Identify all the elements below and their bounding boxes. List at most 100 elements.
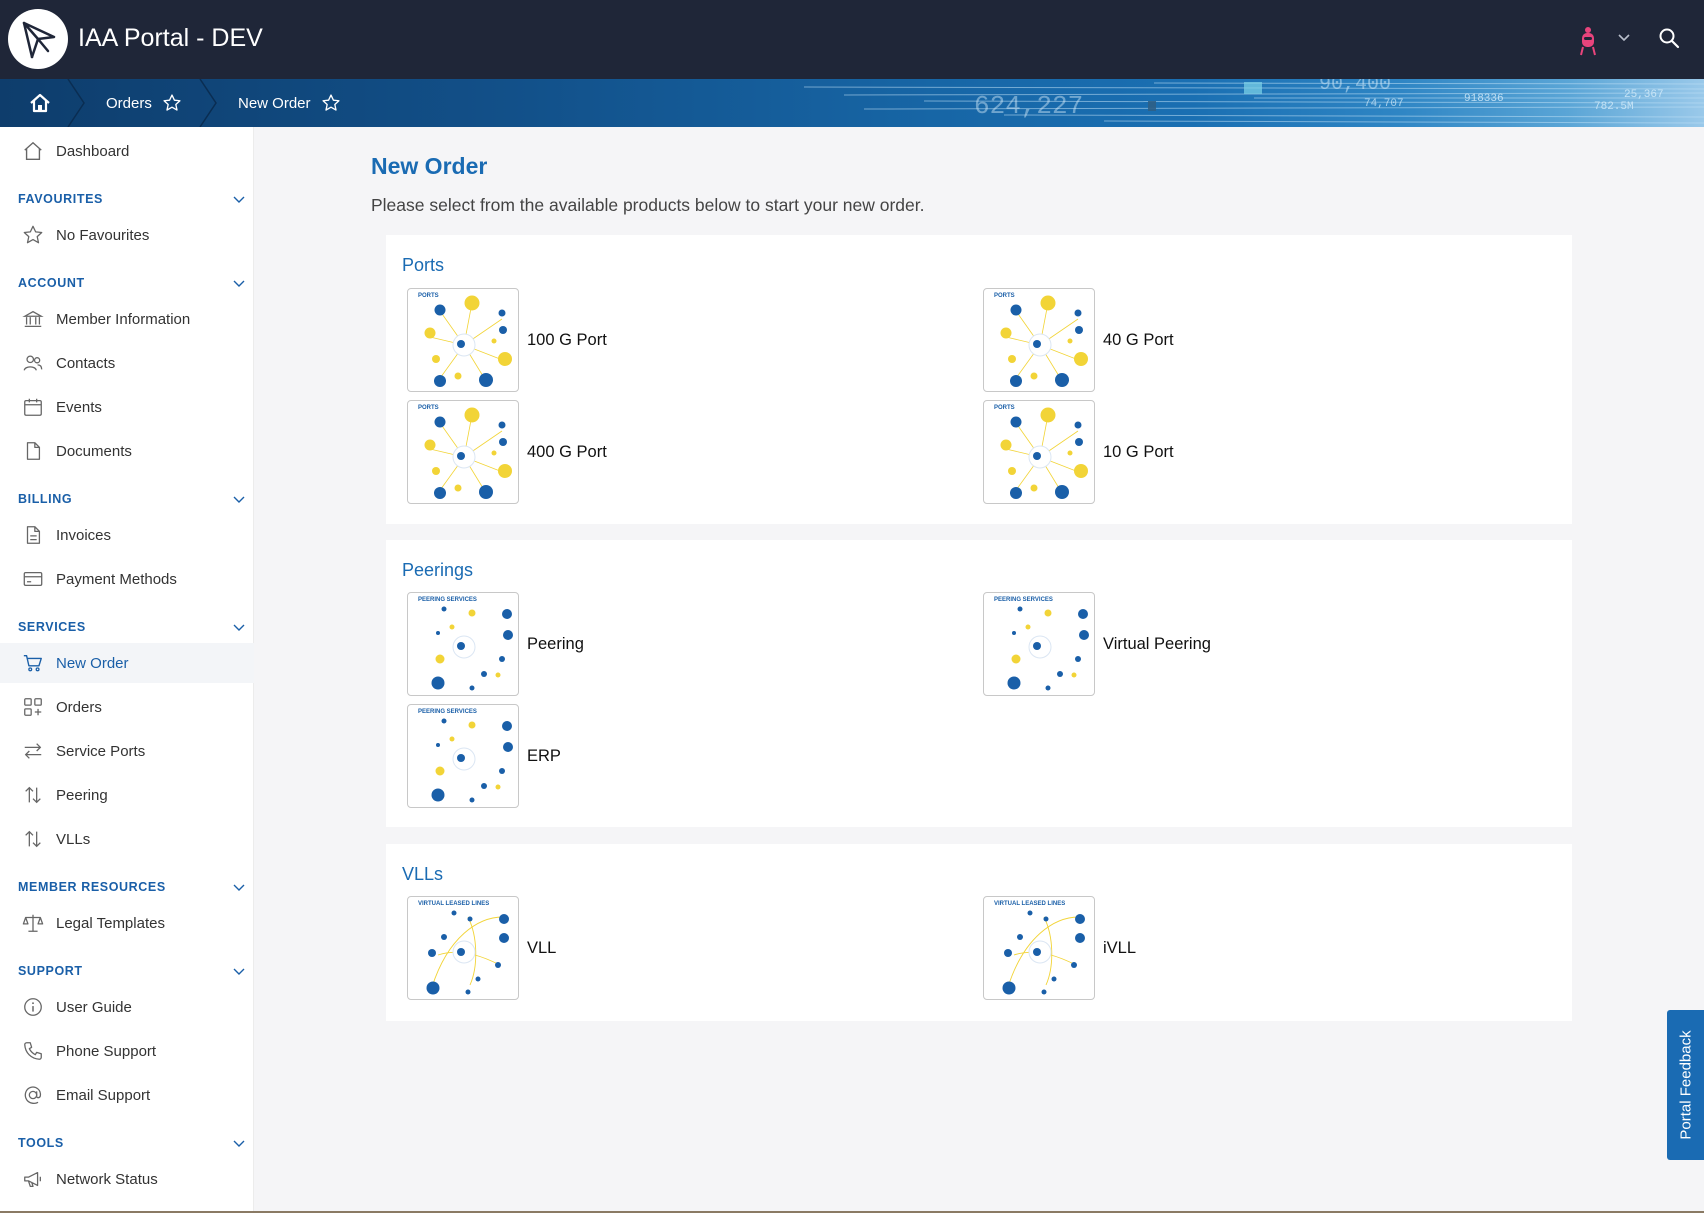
- sidebar-item-label: User Guide: [56, 998, 132, 1016]
- product-erp[interactable]: PEERING SERVICES ERP: [407, 704, 561, 808]
- breadcrumb: 624,227 90,400 74,707 918336 782.5M 25,3…: [0, 79, 1704, 127]
- user-avatar-icon[interactable]: [1574, 22, 1602, 58]
- ports-thumbnail[interactable]: PORTS: [407, 400, 519, 504]
- sidebar-item-label: Peering: [56, 786, 108, 804]
- sidebar-item-label: Orders: [56, 698, 102, 716]
- section-header-tools[interactable]: TOOLS: [18, 1133, 246, 1153]
- product-400g-port[interactable]: PORTS 400 G Port: [407, 400, 607, 504]
- sidebar-item-events[interactable]: Events: [0, 387, 254, 427]
- star-icon: [23, 225, 43, 244]
- ports-thumbnail[interactable]: PORTS: [407, 288, 519, 392]
- ports-thumbnail[interactable]: PORTS: [983, 400, 1095, 504]
- portal-feedback-button[interactable]: Portal Feedback: [1667, 1010, 1704, 1160]
- sidebar-item-label: Invoices: [56, 526, 112, 544]
- thumb-label: PEERING SERVICES: [418, 709, 477, 715]
- breadcrumb-item-orders[interactable]: Orders: [106, 79, 182, 127]
- sidebar-item-member-information[interactable]: Member Information: [0, 299, 254, 339]
- group-title: VLLs: [402, 864, 444, 884]
- chevron-down-icon: [233, 496, 245, 503]
- product-ivll[interactable]: VIRTUAL LEASED LINES iVLL: [983, 896, 1136, 1000]
- product-vll[interactable]: VIRTUAL LEASED LINES VLL: [407, 896, 556, 1000]
- chevron-down-icon: [233, 1140, 245, 1147]
- chevron-down-icon: [233, 968, 245, 975]
- section-header-support[interactable]: SUPPORT: [18, 961, 246, 981]
- product-40g-port[interactable]: PORTS 40 G Port: [983, 288, 1174, 392]
- sidebar-item-documents[interactable]: Documents: [0, 431, 254, 471]
- app-logo[interactable]: [8, 9, 68, 69]
- sidebar-item-vlls[interactable]: VLLs: [0, 819, 254, 859]
- sidebar-item-legal-templates[interactable]: Legal Templates: [0, 903, 254, 943]
- banner-number: 74,707: [1364, 98, 1404, 110]
- sidebar-item-label: VLLs: [56, 830, 91, 848]
- sidebar-item-label: Events: [56, 398, 102, 416]
- breadcrumb-label: Orders: [106, 94, 152, 112]
- sidebar-item-dashboard[interactable]: Dashboard: [0, 131, 254, 171]
- sidebar-item-user-guide[interactable]: User Guide: [0, 987, 254, 1027]
- sidebar-item-peering[interactable]: Peering: [0, 775, 254, 815]
- sidebar-item-label: Documents: [56, 442, 132, 460]
- peering-thumbnail[interactable]: PEERING SERVICES: [983, 592, 1095, 696]
- home-icon: [24, 141, 42, 160]
- sidebar-item-network-status[interactable]: Network Status: [0, 1159, 254, 1199]
- ports-thumbnail[interactable]: PORTS: [983, 288, 1095, 392]
- calendar-icon: [24, 398, 42, 416]
- product-virtual-peering[interactable]: PEERING SERVICES Virtual Peering: [983, 592, 1211, 696]
- sidebar-item-phone-support[interactable]: Phone Support: [0, 1031, 254, 1071]
- sidebar-item-label: Network Status: [56, 1170, 158, 1188]
- star-icon[interactable]: [321, 93, 341, 113]
- sidebar-item-new-order[interactable]: New Order: [0, 643, 254, 683]
- info-icon: [24, 998, 42, 1016]
- sidebar-item-orders[interactable]: Orders: [0, 687, 254, 727]
- sidebar-item-label: New Order: [56, 654, 129, 672]
- at-sign-icon: [24, 1086, 42, 1104]
- product-name: 10 G Port: [1103, 442, 1174, 461]
- section-header-services[interactable]: SERVICES: [18, 617, 246, 637]
- section-title: FAVOURITES: [18, 192, 103, 206]
- banner-number: 782.5M: [1594, 101, 1634, 113]
- vll-thumbnail[interactable]: VIRTUAL LEASED LINES: [407, 896, 519, 1000]
- cart-icon: [23, 654, 42, 672]
- sidebar-item-payment-methods[interactable]: Payment Methods: [0, 559, 254, 599]
- bottom-border: [0, 1211, 1704, 1213]
- product-peering[interactable]: PEERING SERVICES Peering: [407, 592, 584, 696]
- section-title: SERVICES: [18, 620, 86, 634]
- chevron-down-icon[interactable]: [1616, 29, 1632, 45]
- product-10g-port[interactable]: PORTS 10 G Port: [983, 400, 1174, 504]
- section-header-favourites[interactable]: FAVOURITES: [18, 189, 246, 209]
- product-name: Virtual Peering: [1103, 634, 1211, 653]
- scale-icon: [22, 914, 44, 932]
- breadcrumb-item-new-order[interactable]: New Order: [238, 79, 341, 127]
- product-name: 40 G Port: [1103, 330, 1174, 349]
- product-100g-port[interactable]: PORTS 100 G Port: [407, 288, 607, 392]
- sidebar-item-label: Member Information: [56, 310, 191, 328]
- star-icon[interactable]: [162, 93, 182, 113]
- sidebar-item-label: Service Ports: [56, 742, 146, 760]
- sidebar-item-email-support[interactable]: Email Support: [0, 1075, 254, 1115]
- sidebar-item-service-ports[interactable]: Service Ports: [0, 731, 254, 771]
- home-button[interactable]: [0, 79, 78, 127]
- peering-thumbnail[interactable]: PEERING SERVICES: [407, 592, 519, 696]
- thumb-label: PORTS: [994, 405, 1015, 411]
- sidebar-item-label: Email Support: [56, 1086, 151, 1104]
- section-title: TOOLS: [18, 1136, 64, 1150]
- vll-thumbnail[interactable]: VIRTUAL LEASED LINES: [983, 896, 1095, 1000]
- sidebar-item-invoices[interactable]: Invoices: [0, 515, 254, 555]
- peering-thumbnail[interactable]: PEERING SERVICES: [407, 704, 519, 808]
- sidebar-item-label: Payment Methods: [56, 570, 177, 588]
- bank-icon: [22, 310, 44, 327]
- thumb-label: PORTS: [418, 293, 439, 299]
- sidebar-item-no-favourites[interactable]: No Favourites: [0, 215, 254, 255]
- sidebar-item-label: No Favourites: [56, 226, 150, 244]
- top-header: IAA Portal - DEV: [0, 0, 1704, 79]
- sidebar-item-label: Phone Support: [56, 1042, 157, 1060]
- grid-add-icon: [24, 698, 42, 716]
- sidebar-item-contacts[interactable]: Contacts: [0, 343, 254, 383]
- thumb-label: VIRTUAL LEASED LINES: [994, 901, 1066, 907]
- section-header-account[interactable]: ACCOUNT: [18, 273, 246, 293]
- search-icon[interactable]: [1658, 27, 1680, 49]
- section-title: MEMBER RESOURCES: [18, 880, 166, 894]
- section-header-member-resources[interactable]: MEMBER RESOURCES: [18, 877, 246, 897]
- thumb-label: VIRTUAL LEASED LINES: [418, 901, 490, 907]
- section-header-billing[interactable]: BILLING: [18, 489, 246, 509]
- group-title: Peerings: [402, 560, 474, 580]
